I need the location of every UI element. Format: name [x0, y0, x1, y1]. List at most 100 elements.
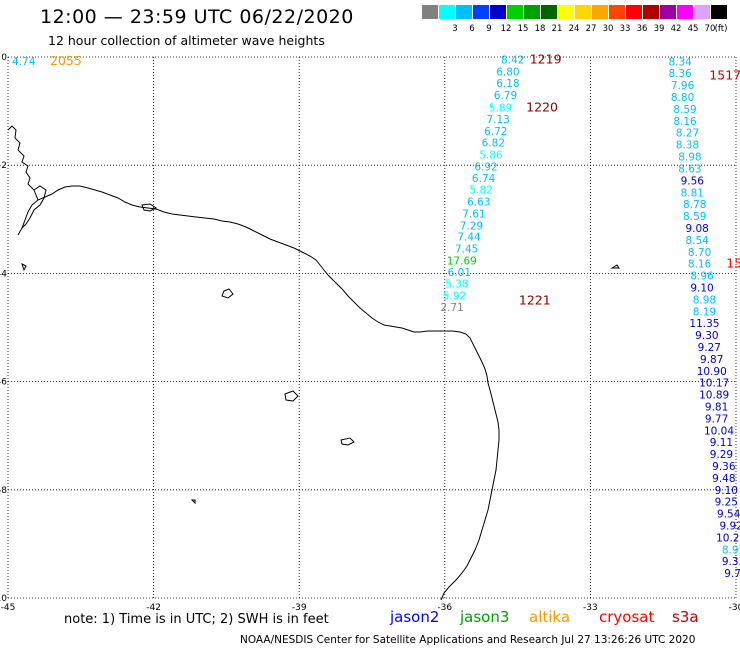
coastline	[7, 125, 620, 601]
satellite-label: cryosat	[599, 608, 655, 626]
credit-line: NOAA/NESDIS Center for Satellite Applica…	[240, 634, 696, 646]
wave-height-value: 8.19	[693, 306, 716, 318]
legend-swatch	[456, 5, 472, 19]
pass-time-label: 1219	[530, 52, 562, 67]
legend-swatch	[694, 5, 710, 19]
wave-height-value: 6.01	[448, 267, 471, 279]
map-grid	[7, 56, 737, 599]
lon-tick-label: -36	[437, 603, 452, 613]
wave-height-value: 8.36	[668, 68, 692, 80]
satellite-label: jason2	[390, 608, 440, 626]
legend-label: 33	[619, 24, 631, 34]
wave-height-value: 10.89	[699, 390, 729, 402]
wave-height-value: 8.78	[683, 199, 706, 211]
brazil-coastline	[17, 185, 500, 601]
wave-height-value: 9.29	[710, 449, 733, 461]
legend-swatch	[677, 5, 693, 19]
wave-height-value: 9.87	[700, 354, 723, 366]
island	[190, 499, 196, 505]
wave-height-value: 8.16	[673, 116, 697, 128]
legend-swatch	[439, 5, 455, 19]
legend-label: 21	[551, 24, 563, 34]
wave-height-value: 6.80	[496, 67, 519, 79]
wave-height-value: 9.10	[690, 282, 713, 294]
wave-height-value: 9.33	[722, 556, 740, 568]
island	[610, 264, 620, 269]
legend-swatch	[473, 5, 489, 19]
wave-height-value: 7.96	[671, 80, 695, 92]
wave-height-value: 9.30	[695, 330, 718, 342]
legend-swatch	[660, 5, 676, 19]
legend-label: 18	[534, 24, 546, 34]
legend-label: 27	[585, 24, 597, 34]
legend-swatch	[626, 5, 642, 19]
island	[21, 263, 27, 272]
legend-swatch	[575, 5, 591, 19]
wave-height-value: 8.97	[722, 544, 740, 556]
wave-height-value: 9.10	[715, 485, 738, 497]
lat-tick-label: -2	[0, 161, 7, 171]
lat-tick-label: 0	[1, 53, 7, 63]
wave-height-value: 8.98	[678, 152, 701, 164]
map-title: 12:00 — 23:59 UTC 06/22/2020	[40, 6, 354, 28]
legend-label: 24	[568, 24, 580, 34]
legend-swatch	[541, 5, 557, 19]
pass-time-label: 2055	[50, 53, 82, 68]
wave-height-value: 6.82	[482, 137, 505, 149]
lon-tick-label: -30	[729, 603, 740, 613]
north-coast	[7, 125, 39, 201]
satellite-label: s3a	[672, 608, 699, 626]
wave-height-value: 8.34	[668, 56, 692, 68]
wave-height-value: 6.74	[472, 173, 496, 185]
pass-time-label: 15	[726, 256, 740, 271]
wave-height-value: 9.25	[715, 497, 738, 509]
wave-height-value: 10.90	[697, 366, 727, 378]
wave-height-observations: 8.426.806.186.795.897.136.726.825.866.92…	[12, 52, 740, 580]
island	[141, 203, 157, 212]
wave-height-value: 5.86	[479, 149, 503, 161]
legend-swatch	[592, 5, 608, 19]
wave-height-value: 9.11	[710, 437, 733, 449]
island	[340, 437, 355, 446]
wave-height-value: 8.96	[690, 271, 714, 283]
lat-tick-label: -8	[0, 486, 7, 496]
island	[284, 390, 299, 402]
wave-height-value: 8.54	[685, 235, 709, 247]
wave-height-value: 6.18	[496, 78, 519, 90]
legend-swatch	[422, 5, 438, 19]
legend-swatch	[558, 5, 574, 19]
legend-label: 42	[670, 24, 682, 34]
wave-height-value: 8.59	[673, 104, 696, 116]
wave-height-value: 17.69	[447, 255, 477, 267]
pass-time-label: 1220	[526, 99, 558, 114]
wave-height-value: 7.44	[457, 232, 481, 244]
wave-height-value: 8.38	[676, 140, 699, 152]
pass-time-label: 1221	[519, 292, 551, 307]
lon-tick-label: -45	[1, 603, 16, 613]
wave-height-value: 9.54	[717, 509, 740, 521]
legend-label: 70	[704, 24, 716, 34]
wave-height-value: 8.27	[676, 128, 699, 140]
wave-height-value: 10.27	[716, 532, 740, 544]
wave-height-value: 6.72	[484, 126, 507, 138]
island	[221, 288, 234, 299]
wave-height-value: 6.63	[467, 196, 490, 208]
map-subtitle: 12 hour collection of altimeter wave hei…	[48, 33, 325, 48]
lat-tick-label: -4	[0, 269, 7, 279]
wave-height-value: 9.27	[698, 342, 721, 354]
lon-tick-label: -39	[292, 603, 307, 613]
legend-swatch	[507, 5, 523, 19]
legend-label: 39	[653, 24, 665, 34]
island	[21, 185, 47, 229]
satellite-label: jason3	[460, 608, 510, 626]
wave-height-value: 8.63	[678, 163, 701, 175]
legend-label: 45	[687, 24, 699, 34]
wave-height-value: 8.16	[688, 259, 712, 271]
wave-height-value: 9.56	[681, 175, 705, 187]
wave-height-value: 9.70	[724, 568, 740, 580]
wave-height-value: 8.98	[693, 294, 716, 306]
wave-height-value: 11.35	[689, 318, 719, 330]
satellite-label: altika	[529, 608, 571, 626]
legend-label: 9	[486, 24, 492, 34]
wave-height-value: 5.89	[489, 102, 512, 114]
